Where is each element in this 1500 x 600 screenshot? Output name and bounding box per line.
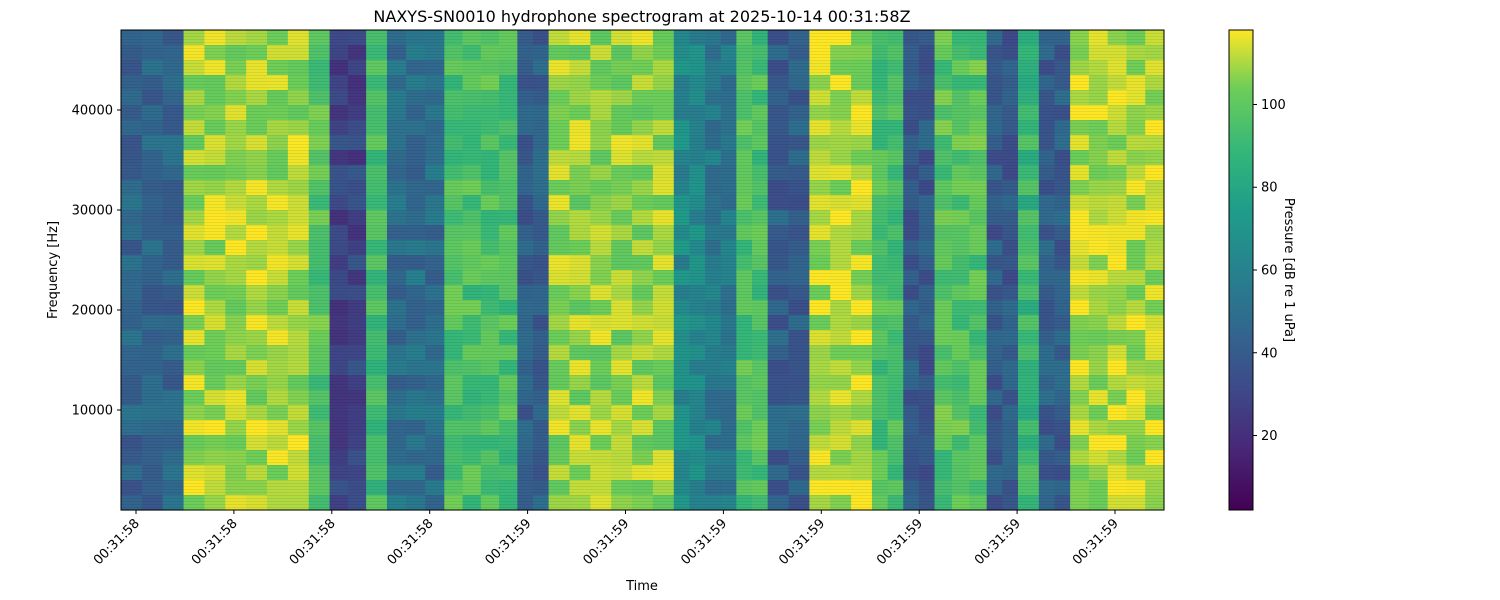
x-tick-label: 00:31:59: [972, 516, 1024, 568]
y-tick-label: 30000: [72, 204, 113, 219]
heatmap-texture: [121, 30, 1164, 510]
x-tick-label: 00:31:59: [874, 516, 926, 568]
plot-frame: [120, 29, 1165, 511]
colorbar: [1228, 29, 1254, 511]
chart-title: NAXYS-SN0010 hydrophone spectrogram at 2…: [373, 7, 910, 26]
y-axis-ticks: 10000 20000 30000 40000: [72, 104, 121, 419]
y-axis-label: Frequency [Hz]: [46, 221, 61, 319]
x-axis-ticks: 00:31:58 00:31:58 00:31:58 00:31:58 00:31:59…: [91, 510, 1122, 568]
y-tick-label: 40000: [72, 104, 113, 119]
x-tick-label: 00:31:59: [1070, 516, 1122, 568]
x-tick-label: 00:31:58: [189, 516, 241, 568]
colorbar-ticks: 20 40 60 80 100: [1253, 98, 1286, 444]
colorbar-tick-label: 100: [1261, 98, 1286, 113]
colorbar-label: Pressure [dB re 1 uPa]: [1281, 198, 1296, 342]
x-tick-label: 00:31:58: [91, 516, 143, 568]
x-tick-label: 00:31:58: [287, 516, 339, 568]
colorbar-tick-label: 60: [1261, 264, 1278, 279]
colorbar-tick-label: 20: [1261, 429, 1278, 444]
colorbar-tick-label: 40: [1261, 346, 1278, 361]
x-tick-label: 00:31:58: [385, 516, 437, 568]
x-tick-label: 00:31:59: [678, 516, 730, 568]
y-tick-label: 10000: [72, 404, 113, 419]
x-axis-label: Time: [625, 579, 658, 594]
x-tick-label: 00:31:59: [580, 516, 632, 568]
colorbar-tick-label: 80: [1261, 181, 1278, 196]
x-tick-label: 00:31:59: [483, 516, 535, 568]
x-tick-label: 00:31:59: [776, 516, 828, 568]
y-tick-label: 20000: [72, 304, 113, 319]
